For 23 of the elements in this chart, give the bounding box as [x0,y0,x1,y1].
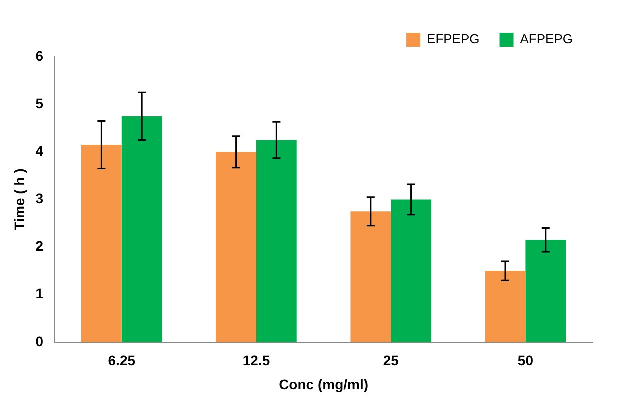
y-axis-title: Time ( h ) [11,168,28,231]
bar [82,145,122,342]
x-axis-title: Conc (mg/ml) [279,376,369,392]
y-tick-label: 2 [36,238,44,254]
bar [391,200,432,342]
bar [350,212,392,342]
x-tick-label: 12.5 [242,352,270,369]
y-tick-label: 5 [36,95,44,112]
y-tick-label: 1 [36,286,44,302]
bar [216,152,256,342]
y-tick-label: 0 [36,333,44,350]
y-tick-label: 4 [36,142,44,159]
bar [256,140,297,342]
legend-label: AFPEPG [520,32,574,47]
x-tick-label: 6.25 [108,352,136,369]
x-tick-label: 50 [518,352,534,369]
bar [122,116,162,342]
x-tick-label: 25 [383,352,400,369]
legend-label: EFPEPG [427,32,480,47]
y-tick-label: 3 [36,190,44,207]
bar [485,271,526,342]
y-tick-label: 6 [36,48,44,64]
bar [526,240,566,342]
